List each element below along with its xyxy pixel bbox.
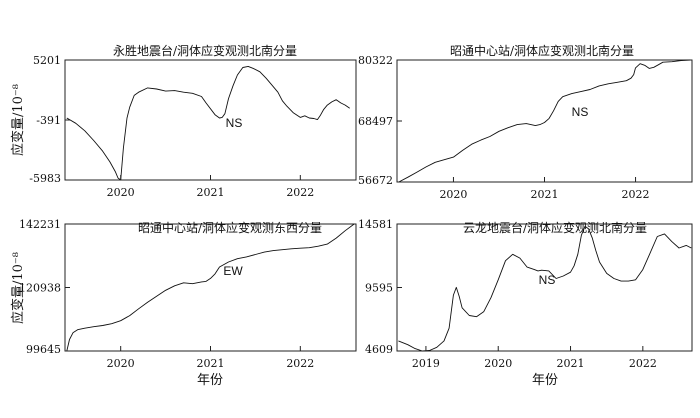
x-tick-label: 2020: [107, 186, 135, 199]
chart-title: 昭通中心站/洞体应变观测北南分量: [450, 43, 634, 58]
y-tick-label: 9595: [365, 282, 393, 295]
y-tick-label: 56672: [358, 174, 393, 187]
series-line: [398, 59, 691, 183]
component-label: EW: [223, 264, 243, 278]
x-tick-label: 2021: [197, 186, 225, 199]
chart-panel-2: 56672 68497 80322 2020 2021 2022 昭通中心站/洞体应变观测北…: [358, 43, 693, 201]
x-tick-label: 2019: [412, 357, 440, 370]
plot-frame: [396, 223, 693, 352]
y-tick-label: 99645: [26, 343, 61, 356]
chart-title: 昭通中心站/洞体应变观测东西分量: [138, 220, 322, 235]
series-line: [398, 225, 692, 352]
x-tick-label: 2021: [197, 357, 225, 370]
chart-title: 云龙地震台/洞体应变观测北南分量: [463, 220, 647, 235]
component-label: NS: [226, 116, 243, 130]
x-tick-label: 2020: [107, 357, 135, 370]
y-tick-label: 120938: [19, 282, 61, 295]
x-tick-label: 2020: [484, 357, 512, 370]
x-tick-label: 2022: [286, 186, 314, 199]
plot-frame: [64, 223, 357, 352]
y-axis-label: 应变量/10⁻⁸: [10, 252, 26, 324]
y-tick-label: 4609: [365, 343, 393, 356]
x-axis-label: 年份: [197, 373, 223, 388]
chart-title: 永胜地震台/洞体应变观测北南分量: [113, 43, 297, 58]
series-line: [66, 65, 350, 181]
component-label: NS: [539, 273, 556, 287]
chart-panel-1: -5983 -391 5201 2020 2021 2022 永胜地震台/洞体应变观测北南分…: [10, 43, 357, 199]
y-tick-label: 80322: [358, 54, 393, 67]
y-tick-label: -5983: [29, 172, 61, 185]
x-tick-label: 2022: [629, 357, 657, 370]
x-tick-label: 2021: [531, 188, 559, 201]
chart-panel-3: 99645 120938 142231 2020 2021 2022 昭通中心站/洞体应变观…: [10, 218, 357, 388]
x-tick-label: 2022: [286, 357, 314, 370]
y-axis-label: 应变量/10⁻⁸: [10, 84, 26, 156]
plot-frame: [64, 59, 357, 181]
y-tick-label: 5201: [33, 54, 61, 67]
x-tick-label: 2021: [557, 357, 585, 370]
plot-frame: [396, 59, 693, 183]
x-tick-label: 2022: [622, 188, 650, 201]
y-tick-label: 142231: [19, 218, 61, 231]
x-tick-label: 2020: [439, 188, 467, 201]
chart-panel-4: 4609 9595 14581 2019 2020 2021 2022 云龙地震台/洞体应变观…: [358, 218, 693, 388]
y-tick-label: 68497: [358, 115, 393, 128]
component-label: NS: [572, 105, 589, 119]
x-axis-label: 年份: [532, 373, 558, 388]
y-tick-label: 14581: [358, 218, 393, 231]
y-tick-label: -391: [36, 114, 61, 127]
series-line: [66, 223, 355, 352]
